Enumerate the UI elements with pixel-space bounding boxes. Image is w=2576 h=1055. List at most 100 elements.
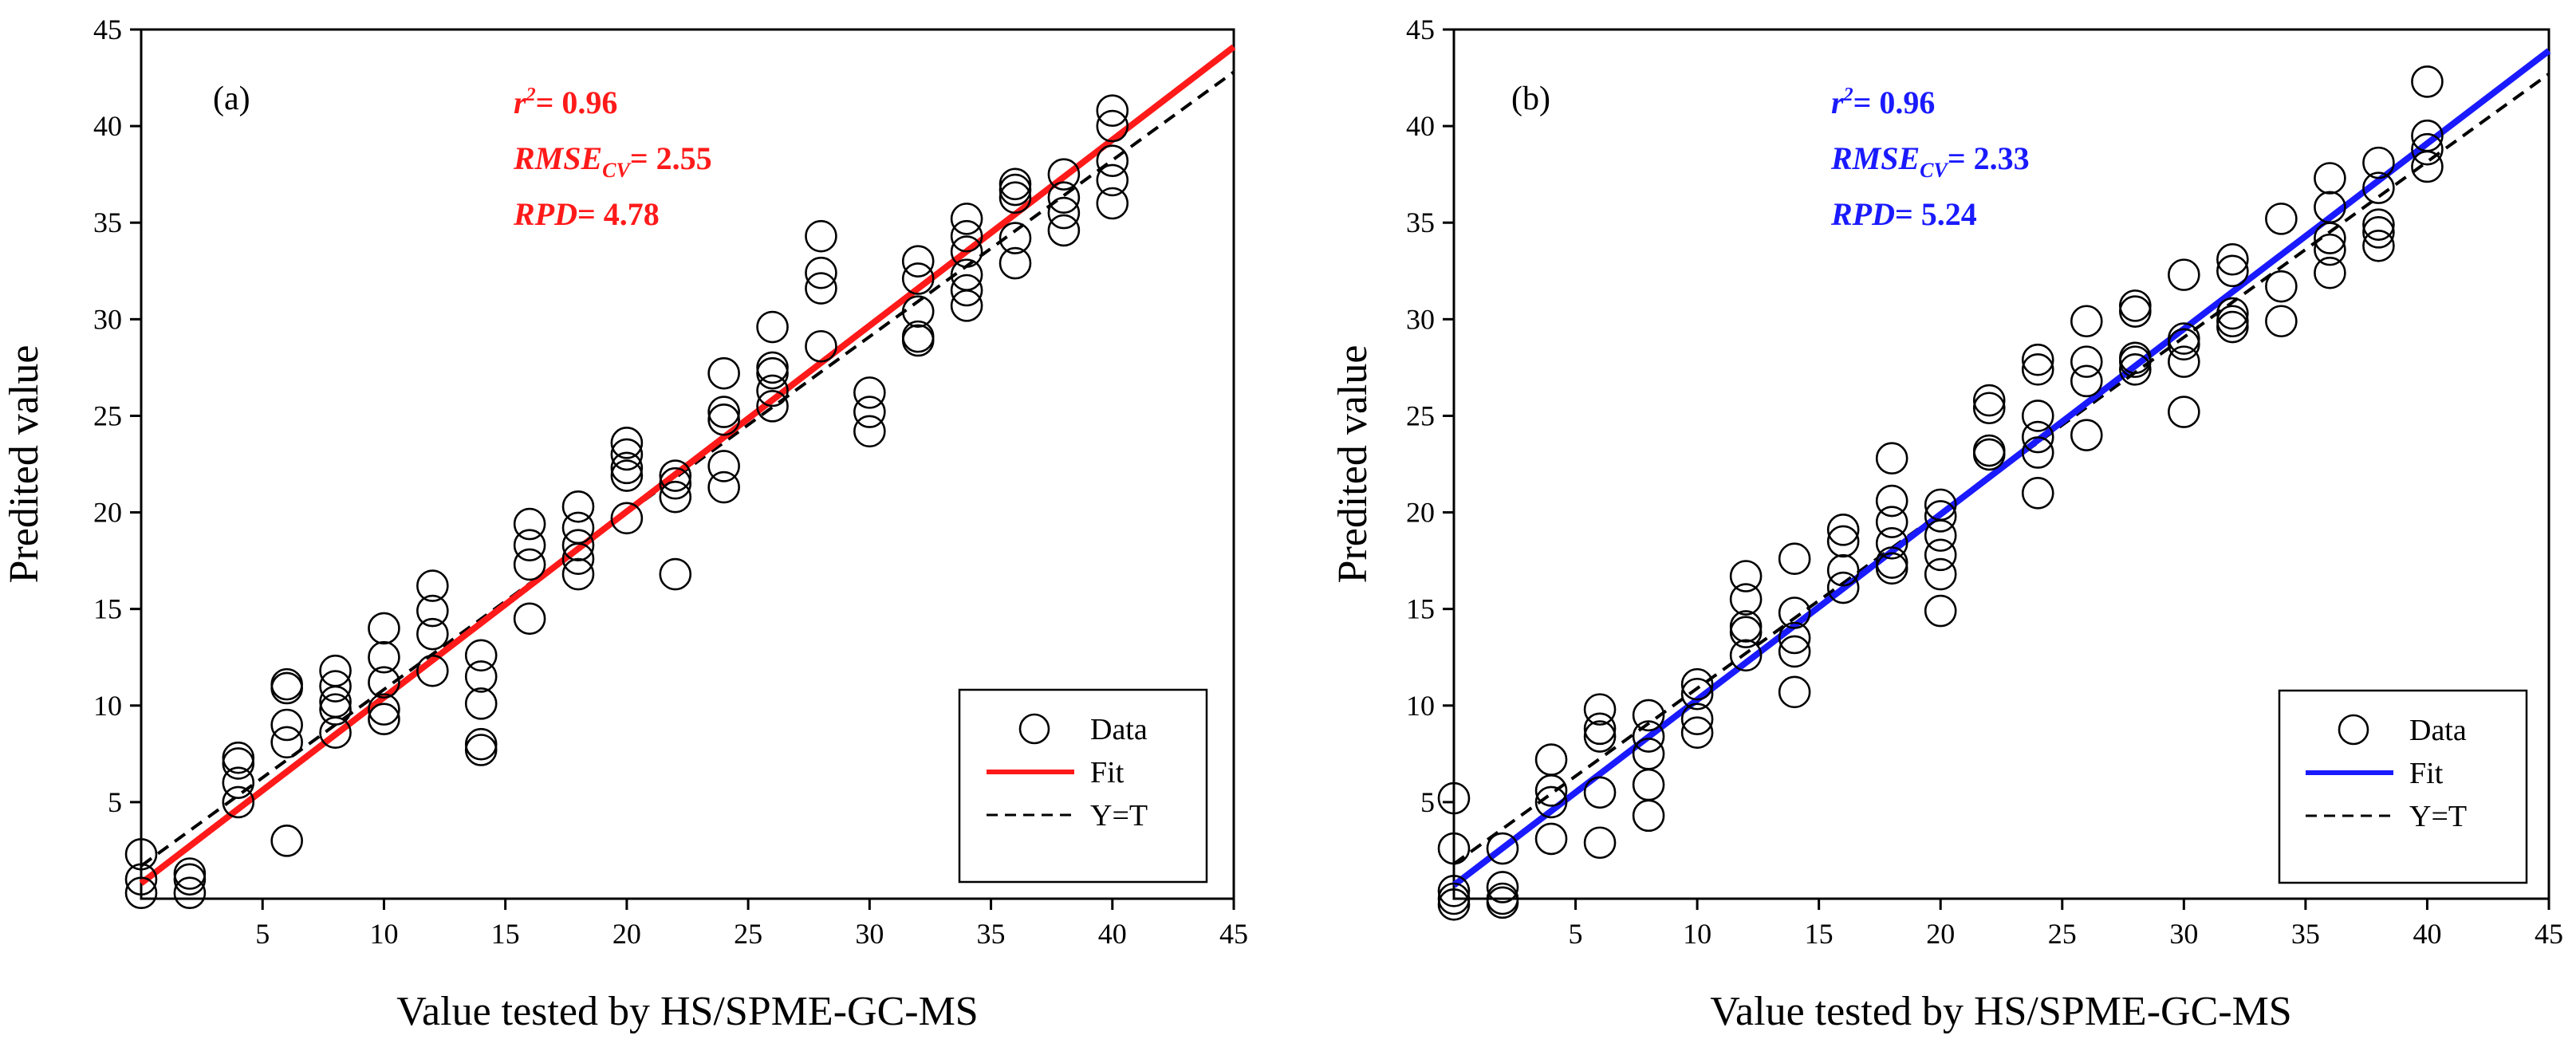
y-tick-label: 30	[93, 303, 122, 335]
stat-r2: r2= 0.96	[514, 85, 617, 120]
data-point	[1875, 527, 1908, 560]
y-tick-label: 40	[93, 110, 122, 142]
data-point	[2119, 289, 2152, 322]
data-point	[1534, 785, 1568, 819]
data-point	[464, 687, 498, 720]
data-point	[1096, 94, 1129, 128]
data-point	[659, 466, 692, 500]
x-tick-label: 15	[1805, 918, 1834, 950]
data-point	[2021, 353, 2054, 386]
data-point	[2119, 345, 2152, 378]
panel-b: 5 10 15 20 25 30 35 40 45 5 10 15 20 25 30 35 40 45 (b) r…	[1330, 14, 2563, 1034]
data-point	[2265, 203, 2298, 235]
data-point	[1632, 720, 1665, 753]
data-point	[1632, 699, 1665, 732]
data-point	[1826, 553, 1860, 587]
data-point	[1486, 832, 1519, 865]
data-point	[173, 863, 207, 896]
data-point	[659, 480, 692, 514]
data-point	[513, 529, 546, 562]
data-point	[319, 693, 352, 726]
data-point	[2362, 171, 2395, 204]
data-point	[561, 557, 595, 591]
data-point	[2265, 270, 2298, 303]
y-tick-label: 40	[1406, 110, 1435, 142]
data-point	[610, 451, 644, 485]
data-point	[2362, 208, 2395, 241]
data-point	[853, 376, 886, 409]
data-point	[368, 703, 400, 736]
data-point	[1924, 557, 1957, 591]
y-tick-label: 45	[93, 14, 122, 45]
data-point	[950, 235, 983, 268]
data-point	[1437, 882, 1471, 915]
data-point	[756, 310, 789, 344]
data-point	[756, 390, 789, 423]
data-point	[1437, 875, 1471, 907]
data-point	[416, 654, 449, 687]
data-point	[1875, 546, 1908, 579]
data-point	[1486, 886, 1519, 919]
stat-r2: r2= 0.96	[1831, 85, 1935, 120]
y-tick-label: 25	[93, 400, 122, 431]
data-point	[1729, 616, 1763, 649]
y-tick-label: 35	[1406, 207, 1435, 238]
data-point	[2362, 146, 2395, 179]
data-point	[464, 727, 498, 761]
data-point	[173, 857, 207, 890]
data-point	[1096, 144, 1129, 178]
stat-rpd: RPD= 5.24	[1830, 196, 1977, 232]
data-point	[2168, 328, 2200, 361]
x-tick-label: 40	[1098, 918, 1127, 950]
data-point	[2314, 162, 2346, 195]
panel-label: (a)	[213, 81, 250, 117]
stat-rmse: RMSECV= 2.55	[513, 140, 712, 182]
data-point	[416, 594, 449, 628]
data-point	[222, 747, 255, 780]
data-point	[998, 167, 1032, 201]
data-point	[1680, 703, 1714, 736]
data-point	[2119, 353, 2152, 386]
data-point	[950, 219, 983, 253]
data-point	[1778, 542, 1811, 575]
data-point	[1437, 832, 1471, 865]
data-point	[756, 351, 789, 384]
data-point	[1826, 571, 1860, 604]
data-point	[2216, 310, 2249, 344]
data-point	[1632, 799, 1665, 833]
data-point	[998, 222, 1032, 254]
data-point	[2411, 132, 2444, 166]
x-tick-label: 30	[855, 918, 884, 950]
data-point	[1875, 484, 1908, 518]
data-point	[1729, 560, 1763, 592]
y-tick-label: 5	[1420, 786, 1435, 818]
data-point	[805, 256, 837, 289]
data-point	[368, 640, 400, 674]
legend-fit-label: Fit	[2409, 757, 2444, 790]
data-point	[2021, 400, 2054, 432]
x-tick-label: 30	[2169, 918, 2198, 950]
data-point	[853, 415, 886, 448]
x-tick-label: 45	[1219, 918, 1248, 950]
data-point	[1680, 677, 1714, 711]
data-point	[2216, 254, 2249, 288]
legend-identity-label: Y=T	[2409, 800, 2467, 833]
data-point	[756, 374, 789, 407]
y-tick-label: 15	[1406, 593, 1435, 625]
x-tick-label: 5	[1569, 918, 1583, 950]
data-point	[124, 863, 158, 896]
data-point	[1047, 158, 1081, 191]
data-point	[707, 403, 740, 436]
data-point	[1875, 442, 1908, 475]
data-point	[222, 766, 255, 799]
data-markers	[124, 94, 1129, 910]
data-point	[2314, 233, 2346, 266]
x-tick-label: 10	[1683, 918, 1711, 950]
y-tick-label: 10	[1406, 690, 1435, 722]
data-point	[1680, 667, 1714, 701]
data-point	[124, 837, 158, 871]
data-point	[270, 708, 303, 742]
data-point	[756, 356, 789, 390]
data-point	[270, 825, 303, 857]
